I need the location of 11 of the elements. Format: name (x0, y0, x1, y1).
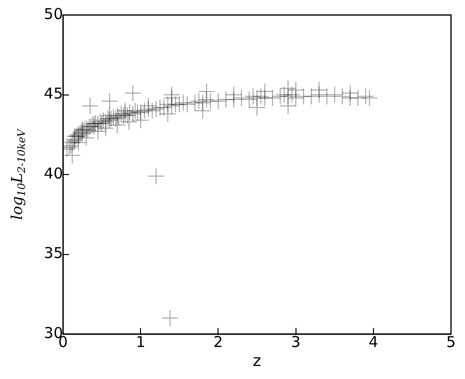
x-tick-label: 5 (446, 332, 456, 351)
x-tick-label: 2 (213, 332, 223, 351)
y-axis-title: log10L2-10keV (8, 128, 28, 220)
x-tick-label: 1 (136, 332, 146, 351)
y-tick-label: 50 (44, 4, 63, 23)
x-axis-title: z (252, 351, 262, 370)
y-tick-label: 45 (44, 84, 63, 103)
y-tick-label: 35 (44, 244, 63, 262)
x-tick-label: 4 (368, 332, 378, 351)
y-tick-label: 40 (44, 164, 63, 182)
x-tick-label: 3 (291, 332, 301, 351)
